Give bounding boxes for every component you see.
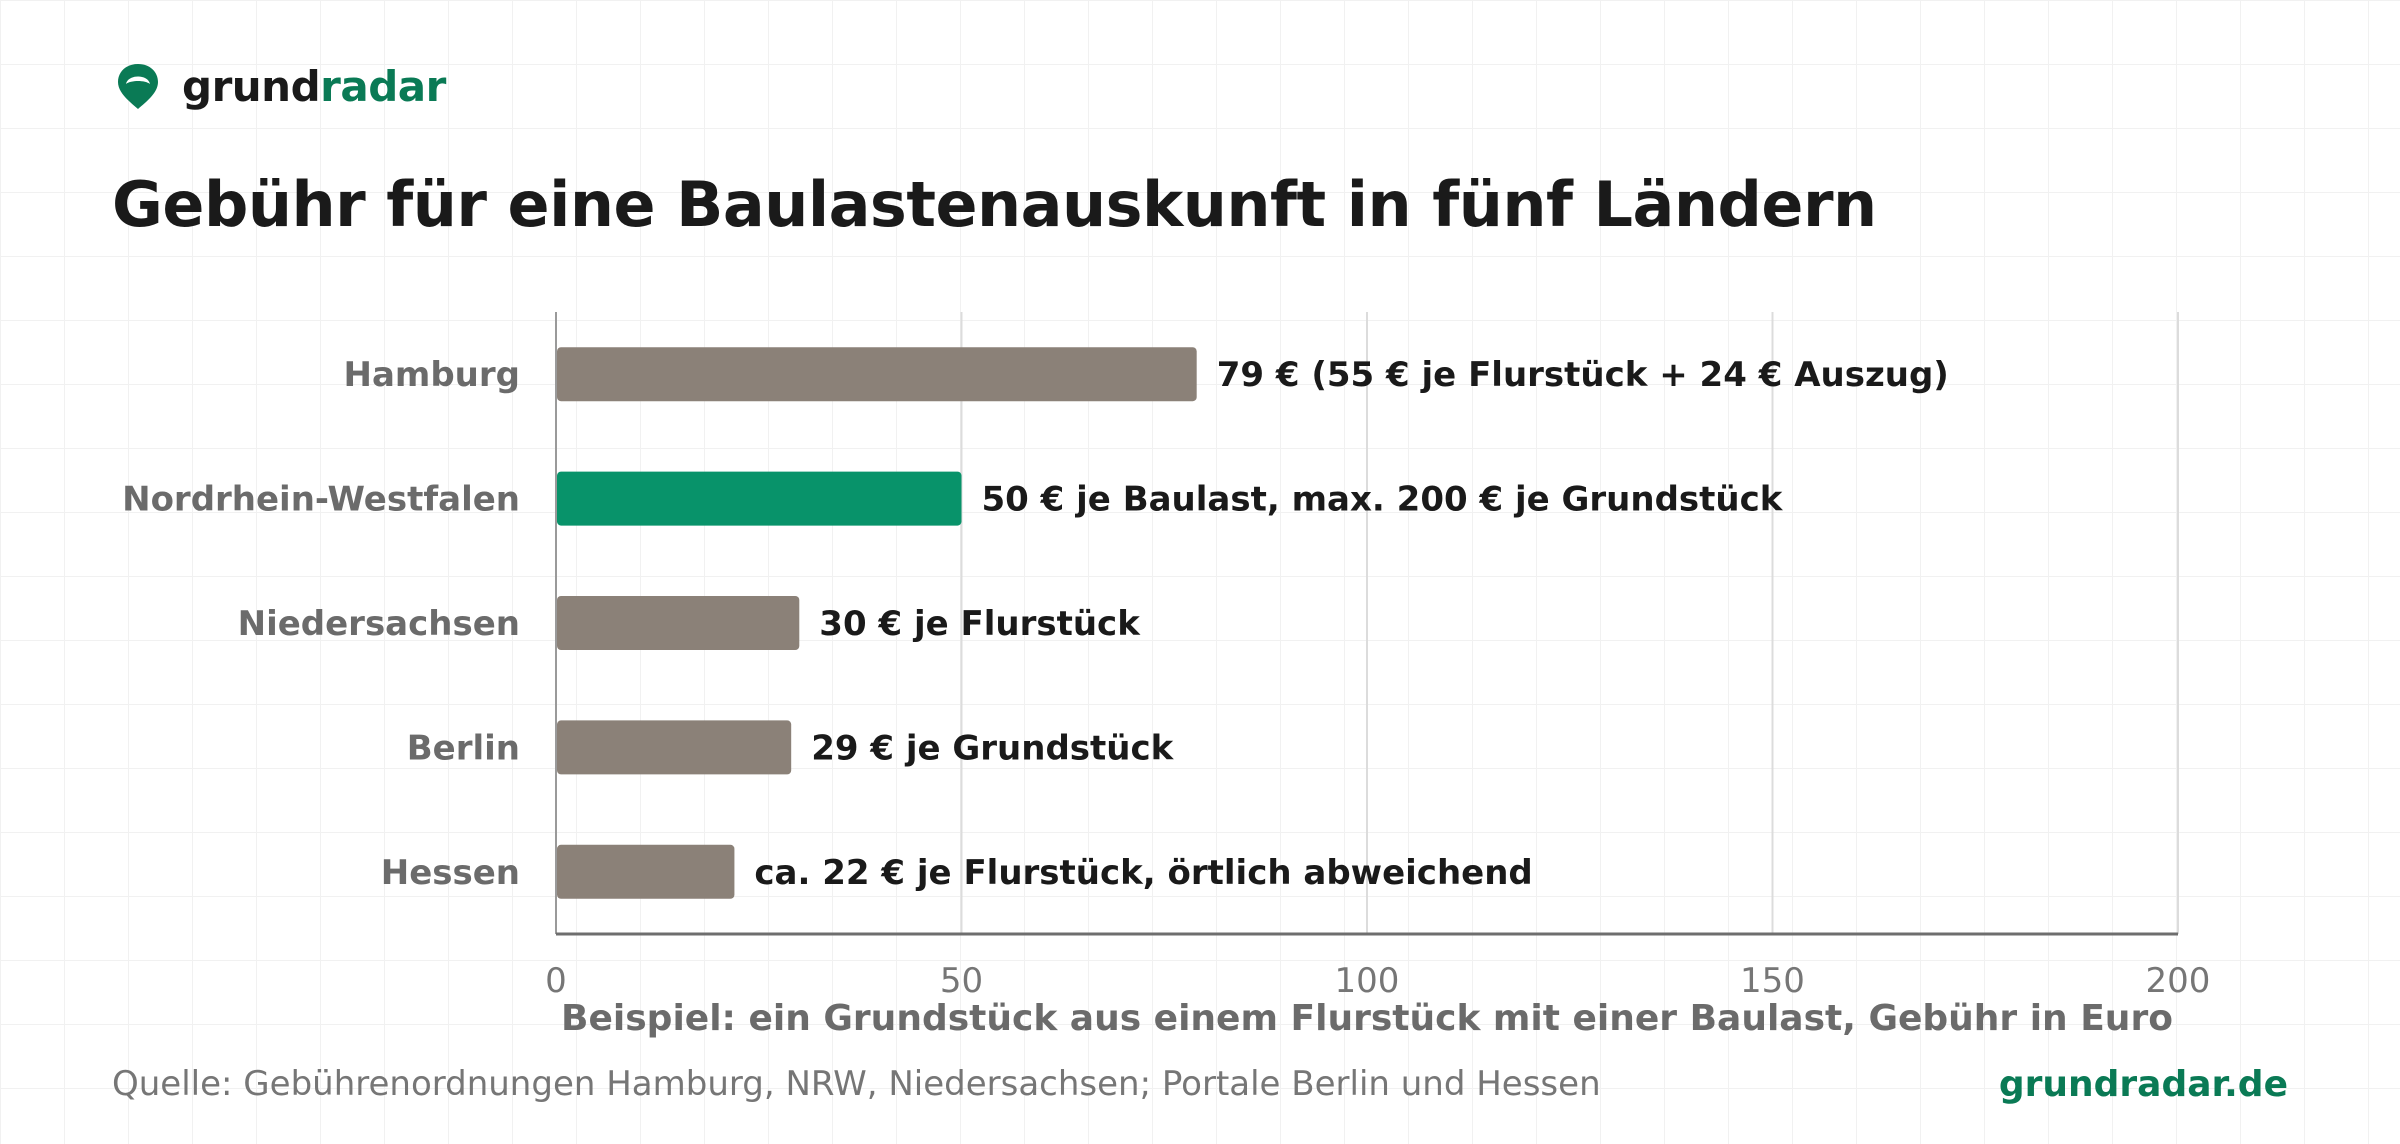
data-label: 79 € (55 € je Flurstück + 24 € Auszug) xyxy=(1217,355,1949,395)
data-label: 30 € je Flurstück xyxy=(819,604,1141,644)
data-label: 50 € je Baulast, max. 200 € je Grundstüc… xyxy=(982,480,1784,520)
site-link[interactable]: grundradar.de xyxy=(1998,1064,2288,1105)
data-label: 29 € je Grundstück xyxy=(811,728,1174,768)
bar xyxy=(557,471,962,526)
category-label: Nordrhein-Westfalen xyxy=(122,480,520,520)
category-label: Hamburg xyxy=(344,355,520,395)
brand-name-part2: radar xyxy=(320,61,446,111)
data-label: ca. 22 € je Flurstück, örtlich abweichen… xyxy=(754,853,1532,893)
bar xyxy=(557,720,792,775)
category-label: Berlin xyxy=(407,728,520,768)
x-tick-label: 150 xyxy=(1740,961,1805,1001)
chart-title: Gebühr für eine Baulastenauskunft in fün… xyxy=(112,168,1877,241)
bar xyxy=(557,596,800,650)
x-tick-label: 200 xyxy=(2146,961,2211,1001)
category-label: Niedersachsen xyxy=(238,604,520,644)
bar xyxy=(557,844,735,899)
brand-logo: grundradar xyxy=(112,56,446,116)
x-axis-title: Beispiel: ein Grundstück aus einem Flurs… xyxy=(561,998,2173,1039)
x-tick-label: 0 xyxy=(545,961,567,1001)
map-pin-icon xyxy=(118,64,158,109)
brand-name: grundradar xyxy=(182,62,446,111)
x-tick-label: 100 xyxy=(1335,961,1400,1001)
category-label: Hessen xyxy=(381,853,520,893)
bar xyxy=(557,347,1197,402)
x-tick-label: 50 xyxy=(940,961,983,1001)
brand-name-part1: grund xyxy=(182,61,321,111)
source-note: Quelle: Gebührenordnungen Hamburg, NRW, … xyxy=(112,1064,1601,1104)
